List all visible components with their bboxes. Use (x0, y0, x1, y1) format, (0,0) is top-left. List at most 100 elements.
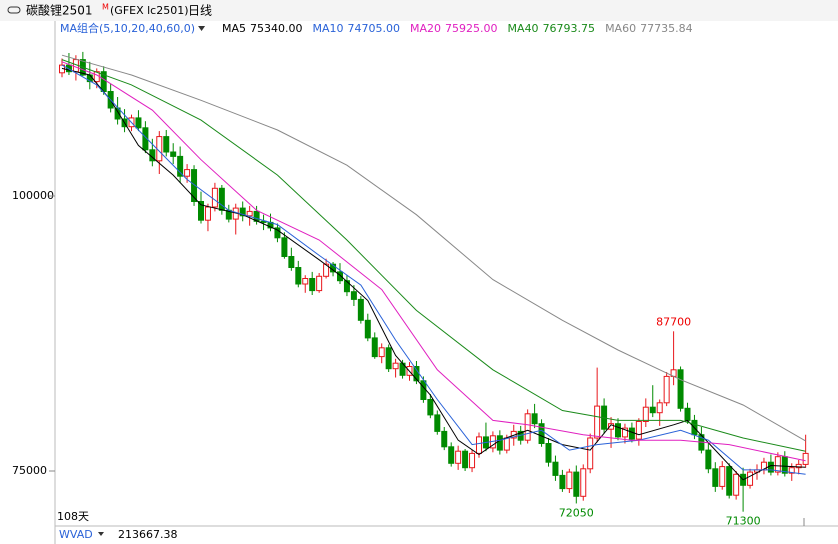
period[interactable]: 日线 (188, 4, 212, 18)
candle-body (573, 471, 580, 497)
candle-body (441, 430, 448, 448)
candle-body (635, 421, 642, 440)
candle-body (350, 291, 357, 300)
candle-body (656, 402, 663, 414)
candle-body (733, 473, 740, 496)
candle-body (448, 446, 455, 464)
contract-name: 碳酸锂2501 (26, 3, 93, 18)
candle-body (191, 169, 198, 203)
candle-body (309, 278, 316, 292)
candle-body (434, 414, 441, 432)
candle-body (170, 151, 177, 157)
candle-body (594, 405, 601, 439)
candle-body (566, 471, 573, 490)
candle-body (608, 423, 615, 430)
candle-body (455, 450, 462, 464)
candle-body (781, 456, 788, 474)
candle-body (663, 375, 670, 404)
legend-value: 77735.84 (640, 22, 693, 35)
legend-name: MA20 (410, 22, 441, 35)
legend-name: MA5 (222, 22, 246, 35)
legend-value: 75340.00 (250, 22, 303, 35)
candle-body (288, 256, 295, 268)
legend-value: 74705.00 (348, 22, 401, 35)
candle-body (316, 275, 323, 292)
candle-body (302, 278, 309, 285)
day-count: 108天 (57, 510, 89, 523)
candle-body (677, 369, 684, 409)
candle-body (462, 450, 469, 469)
candle-body (795, 463, 802, 469)
candle-body (559, 474, 566, 490)
candle-body (211, 187, 218, 208)
candle-body (726, 466, 733, 496)
candle-body (385, 347, 392, 370)
candle-body (260, 220, 267, 223)
candle-body (281, 237, 288, 258)
candle-body (802, 452, 809, 465)
candle-body (420, 380, 427, 400)
candle-body (545, 443, 552, 463)
candle-body (524, 413, 531, 441)
candle-body (552, 461, 559, 476)
header-bar (0, 0, 838, 21)
ma-line (61, 59, 806, 452)
ma-line (61, 61, 806, 462)
y-tick-label: 75000 (12, 464, 47, 477)
dropdown-arrow (198, 26, 206, 31)
candle-body (628, 427, 635, 440)
candle-body (774, 456, 781, 473)
contract-code: (GFEX lc2501) (110, 4, 189, 17)
candle-body (274, 227, 281, 239)
candle-body (705, 449, 712, 470)
ma-line (61, 64, 806, 475)
candle-body (65, 64, 72, 73)
y-tick-label: 100000 (12, 189, 54, 202)
ma-line (61, 54, 806, 442)
indicator-label[interactable]: MA组合(5,10,20,40,60,0) (60, 21, 195, 35)
candle-body (323, 263, 330, 277)
ma-line (61, 67, 806, 481)
candle-body (135, 117, 142, 129)
candle-body (503, 437, 510, 451)
contract-flag: M (102, 3, 109, 12)
candle-body (496, 435, 503, 451)
candle-body (712, 468, 719, 487)
candle-body (364, 319, 371, 339)
candle-body (469, 452, 476, 469)
candle-body (163, 136, 170, 153)
candle-body (538, 423, 545, 445)
candle-body (218, 187, 225, 211)
candle-body (177, 155, 184, 177)
candle-body (649, 406, 656, 414)
lower-indicator-name[interactable]: WVAD (59, 528, 93, 541)
candle-body (427, 399, 434, 416)
legend-name: MA60 (605, 22, 636, 35)
extreme-label: 87700 (656, 315, 691, 328)
candle-body (615, 423, 621, 438)
candle-body (246, 210, 253, 217)
candle-body (184, 169, 191, 177)
dropdown-arrow[interactable] (98, 532, 104, 536)
candle-body (371, 337, 378, 358)
candle-body (378, 347, 385, 358)
candle-body (156, 136, 163, 162)
candle-body (357, 298, 364, 321)
legend-value: 76793.75 (543, 22, 596, 35)
candle-body (747, 471, 754, 486)
candle-body (337, 271, 343, 282)
link-icon[interactable] (7, 6, 21, 14)
candle-body (719, 466, 726, 487)
candle-body (343, 280, 350, 293)
legend-value: 75925.00 (445, 22, 498, 35)
lower-indicator-value: 213667.38 (118, 528, 178, 541)
candle-body (198, 201, 204, 221)
candle-body (476, 436, 482, 454)
legend-name: MA40 (508, 22, 539, 35)
candle-body (788, 467, 795, 474)
candle-body (642, 406, 649, 423)
candle-body (684, 407, 691, 421)
